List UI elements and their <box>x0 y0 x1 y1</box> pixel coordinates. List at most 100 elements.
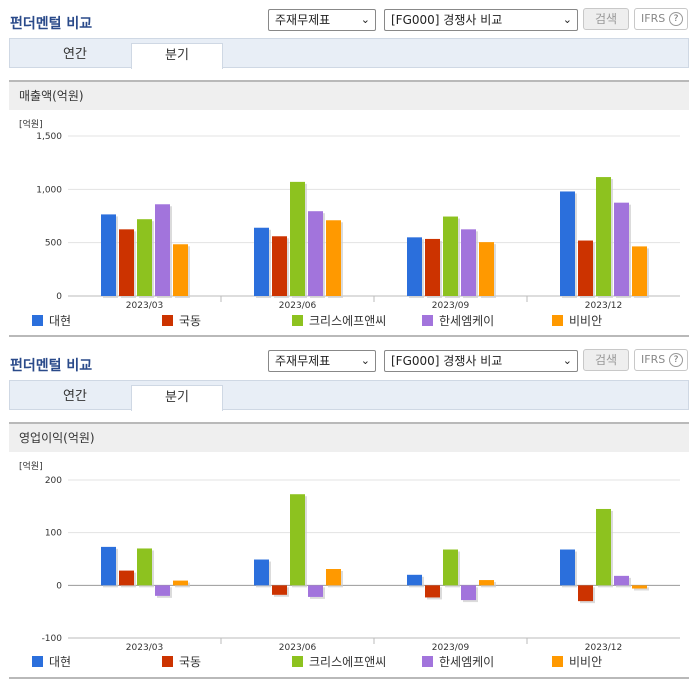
bar <box>173 580 188 586</box>
peer-group-select[interactable]: [FG000] 경쟁사 비교 ⌄ <box>384 9 578 31</box>
legend-item[interactable]: 대현 <box>32 654 71 670</box>
y-tick-label: 500 <box>45 239 62 249</box>
bar <box>254 559 269 586</box>
bar <box>443 549 458 586</box>
legend-swatch <box>292 656 303 667</box>
tab-annual[interactable]: 연간 <box>63 47 87 62</box>
legend-label: 비비안 <box>569 314 603 328</box>
bar <box>479 242 494 296</box>
bar <box>119 570 134 586</box>
bar <box>101 214 116 296</box>
y-tick-label: 1,000 <box>36 185 62 195</box>
bar <box>326 569 341 586</box>
legend-swatch <box>32 656 43 667</box>
legend-item[interactable]: 크리스에프앤씨 <box>292 313 386 329</box>
bar <box>596 508 611 586</box>
bar <box>461 229 476 296</box>
divider <box>9 335 689 337</box>
y-tick-label: 200 <box>45 476 62 486</box>
tab-annual[interactable]: 연간 <box>63 389 87 404</box>
legend-swatch <box>162 315 173 326</box>
unit-label: [억원] <box>19 462 43 472</box>
bar <box>461 585 476 601</box>
legend-label: 국동 <box>179 655 202 669</box>
bar <box>119 229 134 296</box>
legend-item[interactable]: 국동 <box>162 654 201 670</box>
bar <box>596 177 611 296</box>
bar <box>173 244 188 296</box>
search-button[interactable]: 검색 <box>583 349 629 371</box>
statement-select[interactable]: 주재무제표 ⌄ <box>268 350 376 372</box>
y-tick-label: 1,500 <box>36 132 62 142</box>
help-icon[interactable]: ? <box>669 12 683 26</box>
tab-quarterly[interactable]: 분기 <box>131 385 223 411</box>
legend-swatch <box>552 656 563 667</box>
bar <box>290 494 305 586</box>
period-tabs: 연간 분기 <box>9 380 689 411</box>
tab-quarterly[interactable]: 분기 <box>131 43 223 69</box>
ifrs-label: IFRS <box>641 12 666 25</box>
panel-title: 펀더멘털 비교 <box>10 16 93 32</box>
y-tick-label: 0 <box>56 292 62 302</box>
legend-label: 대현 <box>49 655 72 669</box>
legend-item[interactable]: 한세엠케이 <box>422 654 494 670</box>
section-title: 영업이익(억원) <box>9 422 689 452</box>
legend-label: 크리스에프앤씨 <box>309 655 387 669</box>
bar <box>479 580 494 586</box>
legend-item[interactable]: 대현 <box>32 313 71 329</box>
legend-label: 대현 <box>49 314 72 328</box>
legend-swatch <box>162 656 173 667</box>
x-tick-label: 2023/12 <box>585 643 622 653</box>
legend-item[interactable]: 비비안 <box>552 313 602 329</box>
statement-select-value: 주재무제표 <box>275 354 331 368</box>
operating-profit-bar-chart: -100 0 100 200 2023/03 2023/06 2023/09 2023/12 <box>42 476 680 653</box>
panel-header: 펀더멘털 비교 주재무제표 ⌄ [FG000] 경쟁사 비교 ⌄ 검색 IFRS… <box>0 0 696 38</box>
legend-label: 크리스에프앤씨 <box>309 314 387 328</box>
legend-item[interactable]: 국동 <box>162 313 201 329</box>
help-icon[interactable]: ? <box>669 353 683 367</box>
x-tick-label: 2023/12 <box>585 301 622 311</box>
panel-title: 펀더멘털 비교 <box>10 358 93 374</box>
peer-group-select[interactable]: [FG000] 경쟁사 비교 ⌄ <box>384 350 578 372</box>
bar <box>101 546 116 586</box>
chevron-down-icon: ⌄ <box>562 354 572 367</box>
bar <box>425 238 440 296</box>
x-tick-label: 2023/03 <box>126 301 163 311</box>
legend-item[interactable]: 한세엠케이 <box>422 313 494 329</box>
bar <box>578 240 593 296</box>
x-tick-label: 2023/06 <box>279 643 317 653</box>
period-tabs: 연간 분기 <box>9 38 689 69</box>
legend-item[interactable]: 비비안 <box>552 654 602 670</box>
y-tick-label: -100 <box>42 634 63 644</box>
bar <box>443 216 458 296</box>
search-button[interactable]: 검색 <box>583 8 629 30</box>
legend-swatch <box>422 656 433 667</box>
ifrs-button[interactable]: IFRS ? <box>634 349 688 371</box>
bar <box>560 549 575 586</box>
statement-select-value: 주재무제표 <box>275 13 331 27</box>
ifrs-label: IFRS <box>641 353 666 366</box>
legend-item[interactable]: 크리스에프앤씨 <box>292 654 386 670</box>
bar <box>560 191 575 296</box>
y-tick-label: 0 <box>56 581 62 591</box>
ifrs-button[interactable]: IFRS ? <box>634 8 688 30</box>
bar-shadow <box>634 587 649 591</box>
bar <box>407 574 422 586</box>
divider <box>9 677 689 679</box>
fundamental-panel-sales: 펀더멘털 비교 주재무제표 ⌄ [FG000] 경쟁사 비교 ⌄ 검색 IFRS… <box>0 0 696 337</box>
x-tick-label: 2023/06 <box>279 301 317 311</box>
section-title: 매출액(억원) <box>9 80 689 110</box>
unit-label: [억원] <box>19 120 43 130</box>
bar <box>614 202 629 296</box>
y-tick-label: 100 <box>45 529 62 539</box>
peer-group-select-value: [FG000] 경쟁사 비교 <box>391 354 503 368</box>
statement-select[interactable]: 주재무제표 ⌄ <box>268 9 376 31</box>
bar <box>632 585 647 589</box>
bar <box>137 548 152 586</box>
bar <box>272 236 287 296</box>
legend-label: 국동 <box>179 314 202 328</box>
chevron-down-icon: ⌄ <box>360 13 370 26</box>
legend-swatch <box>422 315 433 326</box>
bar <box>137 219 152 296</box>
x-tick-label: 2023/09 <box>432 301 470 311</box>
